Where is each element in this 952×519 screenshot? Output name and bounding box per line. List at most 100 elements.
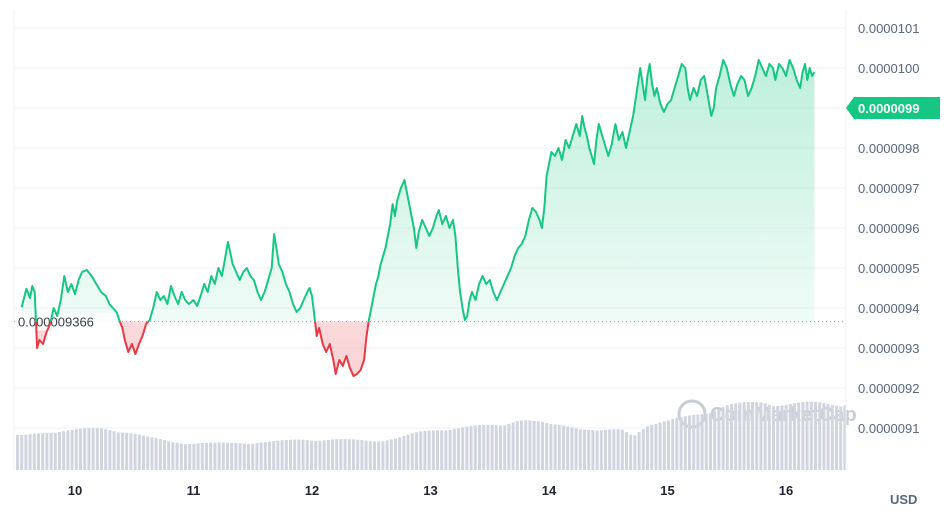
volume-bar [381, 441, 385, 470]
volume-bar [347, 439, 351, 470]
y-axis: 0.0000091 0.0000092 0.0000093 0.0000094 0.00… [858, 21, 919, 436]
volume-bar [335, 439, 339, 470]
volume-bar [297, 439, 301, 470]
volume-bar [797, 402, 801, 470]
volume-bar [478, 425, 481, 470]
volume-bar [200, 443, 204, 470]
volume-bar [625, 432, 628, 470]
y-tick-label: 0.0000096 [858, 221, 919, 236]
volume-bar [469, 425, 473, 470]
volume-bar [452, 429, 456, 470]
volume-bar [763, 403, 767, 470]
volume-bar [839, 406, 843, 470]
volume-bar [356, 439, 360, 470]
y-tick-label: 0.0000093 [858, 341, 919, 356]
volume-bar [251, 443, 255, 470]
volume-bar [276, 440, 280, 470]
volume-bar [20, 435, 24, 470]
volume-bar [549, 423, 553, 470]
volume-bar [125, 432, 129, 470]
volume-bar [217, 442, 221, 470]
coinmarketcap-logo-icon [677, 399, 707, 429]
volume-bar [805, 401, 809, 470]
volume-bar [406, 434, 410, 470]
volume-bar [263, 442, 267, 470]
volume-bar [494, 425, 498, 470]
volume-bar [675, 418, 679, 470]
volume-bar [209, 442, 213, 470]
volume-bar [772, 406, 775, 470]
volume-bar [314, 441, 318, 470]
volume-bar [721, 407, 725, 470]
volume-bar [364, 440, 368, 470]
volume-bar [427, 430, 431, 470]
volume-bar [835, 405, 838, 470]
volume-bars [16, 401, 847, 470]
volume-bar [436, 430, 439, 470]
volume-bar [196, 443, 200, 470]
y-tick-label: 0.0000098 [858, 141, 919, 156]
current-price-badge-shape [846, 97, 940, 119]
volume-bar [238, 443, 242, 470]
volume-bar [423, 430, 427, 470]
volume-bar [16, 435, 19, 470]
volume-bar [662, 421, 666, 470]
volume-bar [725, 405, 729, 470]
volume-bar [100, 428, 103, 470]
y-tick-label: 0.0000091 [858, 421, 919, 436]
volume-bar [444, 430, 448, 470]
volume-bar [410, 433, 414, 470]
price-area-up [21, 60, 815, 322]
volume-bar [629, 434, 633, 470]
volume-bar [751, 401, 754, 470]
volume-bar [696, 414, 700, 470]
volume-bar [612, 429, 616, 470]
volume-bar [268, 441, 271, 470]
volume-bar [318, 440, 322, 470]
volume-bar [700, 414, 704, 470]
volume-bar [767, 404, 771, 470]
volume-bar [620, 429, 624, 470]
volume-bar [37, 433, 40, 470]
volume-bar [608, 429, 612, 470]
volume-bar [79, 428, 82, 470]
volume-bar [809, 401, 813, 470]
x-tick-label: 13 [423, 483, 437, 498]
volume-bar [360, 440, 364, 470]
volume-bar [184, 444, 187, 470]
volume-bar [32, 433, 36, 470]
volume-bar [221, 442, 225, 470]
volume-bar [45, 432, 49, 470]
volume-bar [112, 431, 116, 470]
volume-bar [280, 440, 284, 470]
current-price-label: 0.0000099 [858, 101, 919, 116]
volume-bar [213, 442, 217, 470]
volume-bar [62, 431, 66, 470]
volume-bar [255, 443, 259, 470]
volume-bar [587, 429, 591, 470]
volume-bar [188, 443, 192, 470]
volume-bar [158, 439, 162, 470]
volume-bar [532, 420, 536, 470]
volume-bar [759, 402, 763, 470]
volume-bar [163, 440, 166, 470]
volume-bar [322, 440, 326, 470]
volume-bar [154, 438, 158, 470]
volume-bar [738, 402, 742, 470]
volume-bar [142, 435, 145, 470]
volume-bar [616, 429, 620, 470]
volume-bar [599, 430, 603, 470]
volume-bar [482, 424, 486, 470]
volume-bar [574, 428, 578, 470]
volume-bar [230, 442, 234, 470]
volume-bar [368, 441, 372, 470]
volume-bar [818, 402, 822, 470]
volume-bar [150, 437, 154, 470]
volume-bar [780, 405, 784, 470]
volume-bar [305, 440, 309, 470]
volume-bar [826, 403, 830, 470]
volume-bar [394, 438, 397, 470]
volume-bar [167, 441, 171, 470]
volume-bar [604, 429, 607, 470]
volume-bar [641, 429, 645, 470]
